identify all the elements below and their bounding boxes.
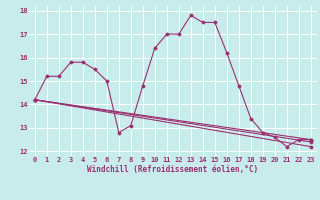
X-axis label: Windchill (Refroidissement éolien,°C): Windchill (Refroidissement éolien,°C): [87, 165, 258, 174]
